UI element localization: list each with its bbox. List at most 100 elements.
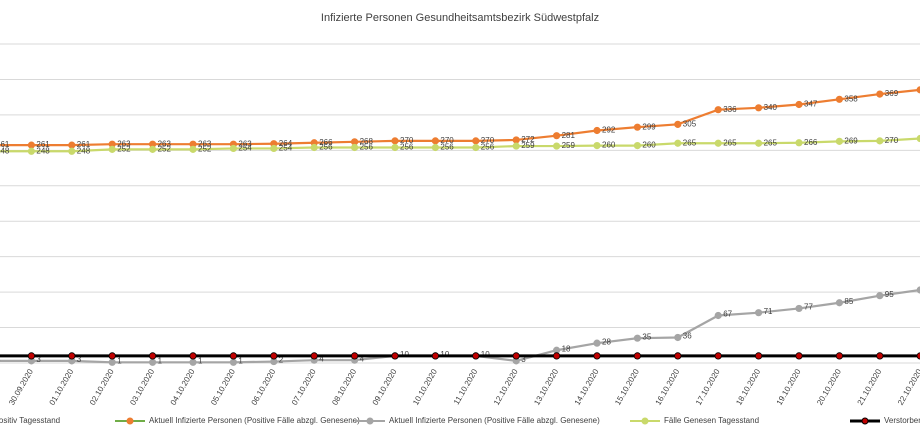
data-label: 281 xyxy=(562,131,576,140)
data-label: 369 xyxy=(885,89,899,98)
point xyxy=(714,106,722,114)
x-tick-label: 11.10.2020 xyxy=(452,367,480,406)
point xyxy=(835,352,844,360)
data-label: 18 xyxy=(562,344,571,353)
point xyxy=(674,120,682,128)
point xyxy=(472,143,480,152)
series-line xyxy=(0,137,920,153)
point xyxy=(674,352,682,360)
point xyxy=(754,139,763,147)
x-tick-label: 09.10.2020 xyxy=(371,367,399,407)
data-label: 264 xyxy=(279,139,293,148)
data-label: 272 xyxy=(521,135,535,144)
point xyxy=(310,352,318,360)
data-label: 266 xyxy=(319,138,333,147)
point xyxy=(714,311,722,320)
data-label: 263 xyxy=(158,139,172,148)
data-label: 256 xyxy=(440,143,454,152)
point xyxy=(876,352,884,360)
data-label: 259 xyxy=(562,141,576,150)
data-label: 347 xyxy=(804,100,818,109)
series-line xyxy=(0,288,920,364)
legend-label: Aktuell Infizierte Personen (Positive Fä… xyxy=(149,416,360,425)
legend-marker xyxy=(126,417,134,425)
point xyxy=(27,352,35,360)
point xyxy=(876,90,884,98)
data-label: 256 xyxy=(360,143,374,152)
data-label: 263 xyxy=(238,139,252,148)
x-tick-label: 22.10.2020 xyxy=(896,367,920,407)
point xyxy=(552,142,561,150)
data-label: 261 xyxy=(77,140,91,149)
point xyxy=(391,137,399,145)
point xyxy=(270,352,278,360)
legend-label: Fälle Positiv Tagesstand xyxy=(0,416,60,425)
data-label: 358 xyxy=(844,94,858,103)
data-label: 292 xyxy=(602,126,616,135)
data-label: 299 xyxy=(642,122,656,131)
data-label: 256 xyxy=(319,143,333,152)
point xyxy=(876,292,884,300)
point xyxy=(593,352,601,360)
point xyxy=(795,139,803,147)
x-tick-label: 14.10.2020 xyxy=(573,367,601,407)
point xyxy=(714,139,722,147)
data-label: 265 xyxy=(764,138,778,147)
data-label: 270 xyxy=(481,136,495,145)
series-line xyxy=(0,88,920,147)
data-label: 254 xyxy=(279,144,293,153)
point xyxy=(108,358,116,366)
data-label: 4 xyxy=(360,354,365,363)
legend-label: Verstorben mit SARS-CoV-2 xyxy=(884,416,920,425)
legend-marker xyxy=(861,417,869,425)
data-label: 256 xyxy=(481,143,495,152)
x-tick-label: 13.10.2020 xyxy=(532,367,560,407)
x-tick-label: 15.10.2020 xyxy=(613,367,641,407)
data-label: 1 xyxy=(117,356,122,365)
data-label: 36 xyxy=(683,332,692,341)
data-label: 1 xyxy=(238,356,243,365)
x-tick-label: 30.09.2020 xyxy=(7,367,35,407)
point xyxy=(795,352,803,360)
data-label: 260 xyxy=(602,141,616,150)
data-label: 270 xyxy=(885,136,899,145)
data-label: 248 xyxy=(36,146,50,155)
data-label: 261 xyxy=(36,140,50,149)
data-label: 263 xyxy=(198,139,212,148)
point xyxy=(754,309,763,317)
data-label: 336 xyxy=(723,105,737,114)
point xyxy=(633,352,642,360)
point xyxy=(633,142,642,150)
point xyxy=(229,352,237,360)
data-label: 95 xyxy=(885,290,894,299)
point xyxy=(189,352,197,360)
point xyxy=(633,334,642,342)
data-label: 270 xyxy=(440,136,454,145)
point xyxy=(189,358,197,366)
point xyxy=(512,136,520,144)
x-tick-label: 06.10.2020 xyxy=(250,367,278,407)
data-label: 248 xyxy=(77,146,91,155)
data-label: 268 xyxy=(360,137,374,146)
x-tick-label: 03.10.2020 xyxy=(128,367,156,407)
point xyxy=(27,147,35,155)
data-label: 28 xyxy=(602,337,611,346)
point xyxy=(431,352,439,360)
data-label: 71 xyxy=(764,307,773,316)
point xyxy=(431,137,439,145)
x-tick-label: 10.10.2020 xyxy=(411,367,439,407)
x-tick-label: 21.10.2020 xyxy=(856,367,884,407)
point xyxy=(674,139,682,147)
point xyxy=(916,134,920,143)
point xyxy=(512,142,520,150)
legend-item: Fälle Genesen Tagesstand xyxy=(630,416,759,425)
data-label: 3 xyxy=(77,355,82,364)
point xyxy=(68,352,76,360)
point xyxy=(472,352,480,360)
point xyxy=(431,143,439,152)
data-label: 252 xyxy=(158,144,172,153)
data-label: 3 xyxy=(36,355,41,364)
data-label: 263 xyxy=(117,139,131,148)
point xyxy=(350,143,359,152)
data-label: 2 xyxy=(279,356,284,365)
